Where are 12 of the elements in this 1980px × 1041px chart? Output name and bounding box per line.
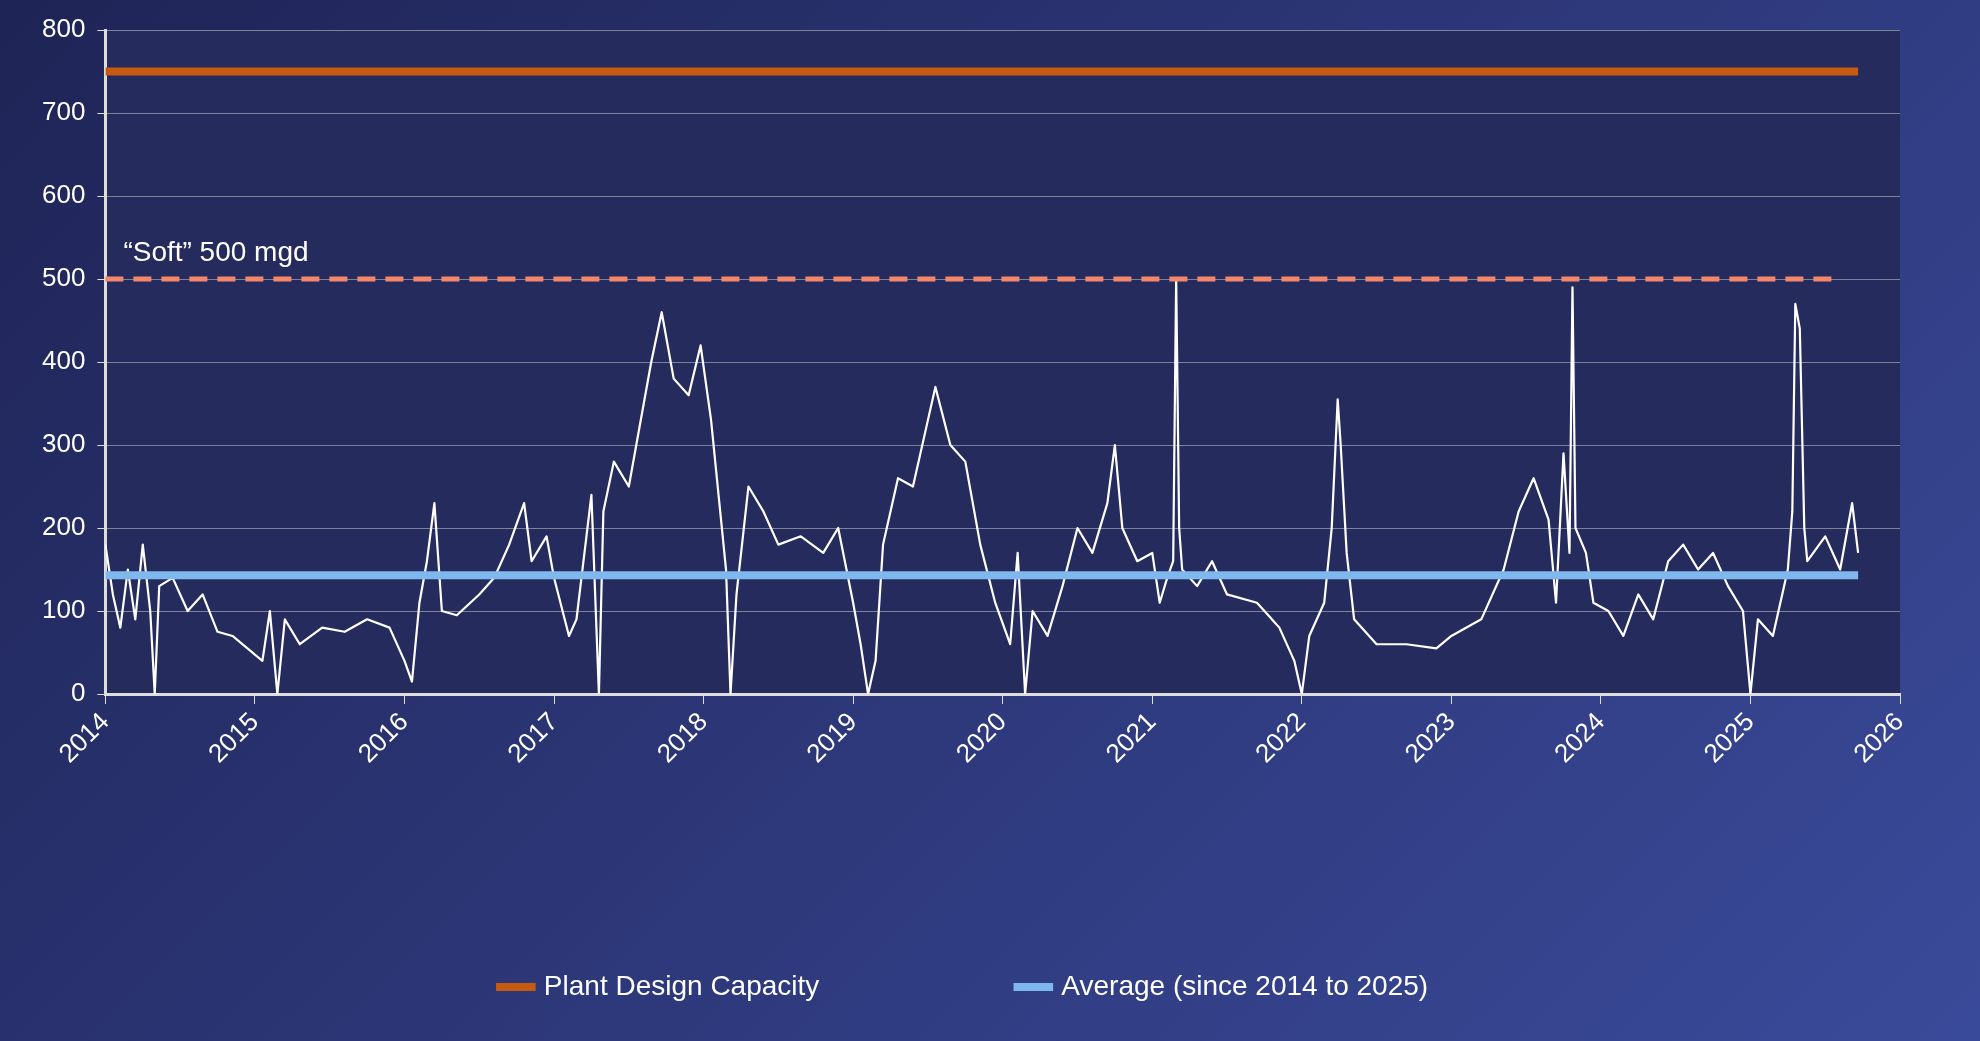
y-tick-label: 300 xyxy=(41,428,86,459)
y-tick-label: 200 xyxy=(41,511,86,542)
legend-label: Average (since 2014 to 2025) xyxy=(1061,969,1429,1001)
y-tick-label: 0 xyxy=(70,677,86,708)
y-tick-label: 800 xyxy=(41,13,86,44)
y-tick-label: 700 xyxy=(41,96,86,127)
y-tick-label: 100 xyxy=(41,594,86,625)
y-tick-label: 500 xyxy=(41,262,86,293)
ref-line-label: “Soft” 500 mgd xyxy=(123,235,309,267)
y-tick-label: 400 xyxy=(41,345,86,376)
legend-label: Plant Design Capacity xyxy=(543,969,820,1001)
y-tick-label: 600 xyxy=(41,179,86,210)
